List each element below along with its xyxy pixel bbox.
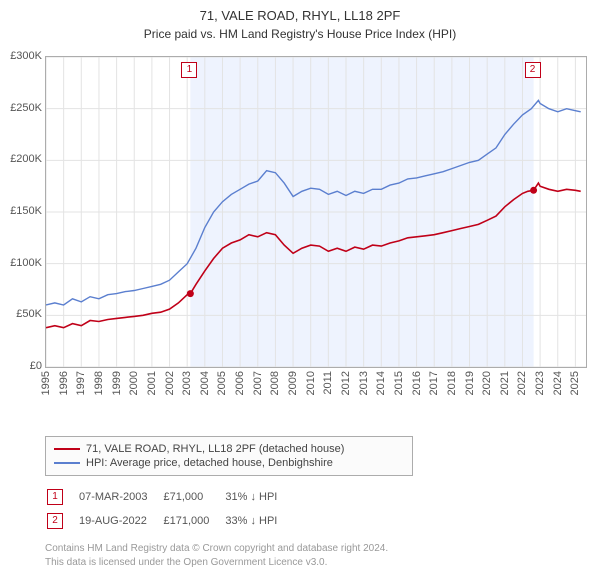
x-axis-label: 2011 <box>322 371 334 395</box>
x-axis-label: 2024 <box>552 371 564 395</box>
x-axis-label: 2002 <box>164 371 176 395</box>
x-axis-label: 2019 <box>464 371 476 395</box>
transactions-table: 1 07-MAR-2003 £71,000 31% ↓ HPI 2 19-AUG… <box>45 484 293 534</box>
x-axis-label: 2006 <box>234 371 246 395</box>
txn-date: 07-MAR-2003 <box>79 486 161 508</box>
legend-row: HPI: Average price, detached house, Denb… <box>54 456 404 470</box>
table-row: 2 19-AUG-2022 £171,000 33% ↓ HPI <box>47 510 291 532</box>
x-axis-label: 2008 <box>269 371 281 395</box>
footer-line: Contains HM Land Registry data © Crown c… <box>45 542 600 556</box>
y-axis-label: £150K <box>0 205 42 217</box>
y-axis-label: £50K <box>0 308 42 320</box>
y-axis-label: £250K <box>0 102 42 114</box>
x-axis-label: 2017 <box>428 371 440 395</box>
x-axis-label: 2012 <box>340 371 352 395</box>
x-axis-label: 2001 <box>146 371 158 395</box>
x-axis-label: 1998 <box>93 371 105 395</box>
txn-date: 19-AUG-2022 <box>79 510 161 532</box>
chart-marker-1: 1 <box>181 62 197 78</box>
y-axis-label: £300K <box>0 50 42 62</box>
x-axis-label: 2018 <box>446 371 458 395</box>
txn-delta: 33% ↓ HPI <box>225 510 291 532</box>
legend-swatch-blue <box>54 462 80 464</box>
plot-area <box>45 56 587 368</box>
chart-subtitle: Price paid vs. HM Land Registry's House … <box>0 23 600 47</box>
footer-line: This data is licensed under the Open Gov… <box>45 556 600 569</box>
table-row: 1 07-MAR-2003 £71,000 31% ↓ HPI <box>47 486 291 508</box>
x-axis-label: 2009 <box>287 371 299 395</box>
x-axis-label: 2013 <box>358 371 370 395</box>
txn-delta: 31% ↓ HPI <box>225 486 291 508</box>
footer: Contains HM Land Registry data © Crown c… <box>45 542 600 569</box>
x-axis-label: 2005 <box>216 371 228 395</box>
x-axis-label: 2022 <box>516 371 528 395</box>
x-axis-label: 2000 <box>128 371 140 395</box>
legend-row: 71, VALE ROAD, RHYL, LL18 2PF (detached … <box>54 442 404 456</box>
plot-svg <box>46 57 586 367</box>
x-axis-label: 2010 <box>305 371 317 395</box>
marker-box-1: 1 <box>47 489 63 505</box>
txn-price: £71,000 <box>163 486 223 508</box>
x-axis-label: 2003 <box>181 371 193 395</box>
legend: 71, VALE ROAD, RHYL, LL18 2PF (detached … <box>45 436 413 476</box>
legend-swatch-red <box>54 448 80 450</box>
x-axis-label: 1999 <box>111 371 123 395</box>
chart-container: 71, VALE ROAD, RHYL, LL18 2PF Price paid… <box>0 0 600 432</box>
legend-label: HPI: Average price, detached house, Denb… <box>86 457 333 469</box>
y-axis-label: £200K <box>0 153 42 165</box>
x-axis-label: 2020 <box>481 371 493 395</box>
x-axis-label: 2021 <box>499 371 511 395</box>
y-axis-label: £0 <box>0 360 42 372</box>
chart-title: 71, VALE ROAD, RHYL, LL18 2PF <box>0 0 600 23</box>
txn-price: £171,000 <box>163 510 223 532</box>
x-axis-label: 2007 <box>252 371 264 395</box>
x-axis-label: 2004 <box>199 371 211 395</box>
marker-box-2: 2 <box>47 513 63 529</box>
x-axis-label: 2014 <box>375 371 387 395</box>
x-axis-label: 2025 <box>569 371 581 395</box>
x-axis-label: 1996 <box>58 371 70 395</box>
legend-label: 71, VALE ROAD, RHYL, LL18 2PF (detached … <box>86 443 344 455</box>
x-axis-label: 1997 <box>75 371 87 395</box>
x-axis-label: 2015 <box>393 371 405 395</box>
x-axis-label: 2023 <box>534 371 546 395</box>
x-axis-label: 1995 <box>40 371 52 395</box>
chart-marker-2: 2 <box>525 62 541 78</box>
x-axis-label: 2016 <box>411 371 423 395</box>
y-axis-label: £100K <box>0 257 42 269</box>
